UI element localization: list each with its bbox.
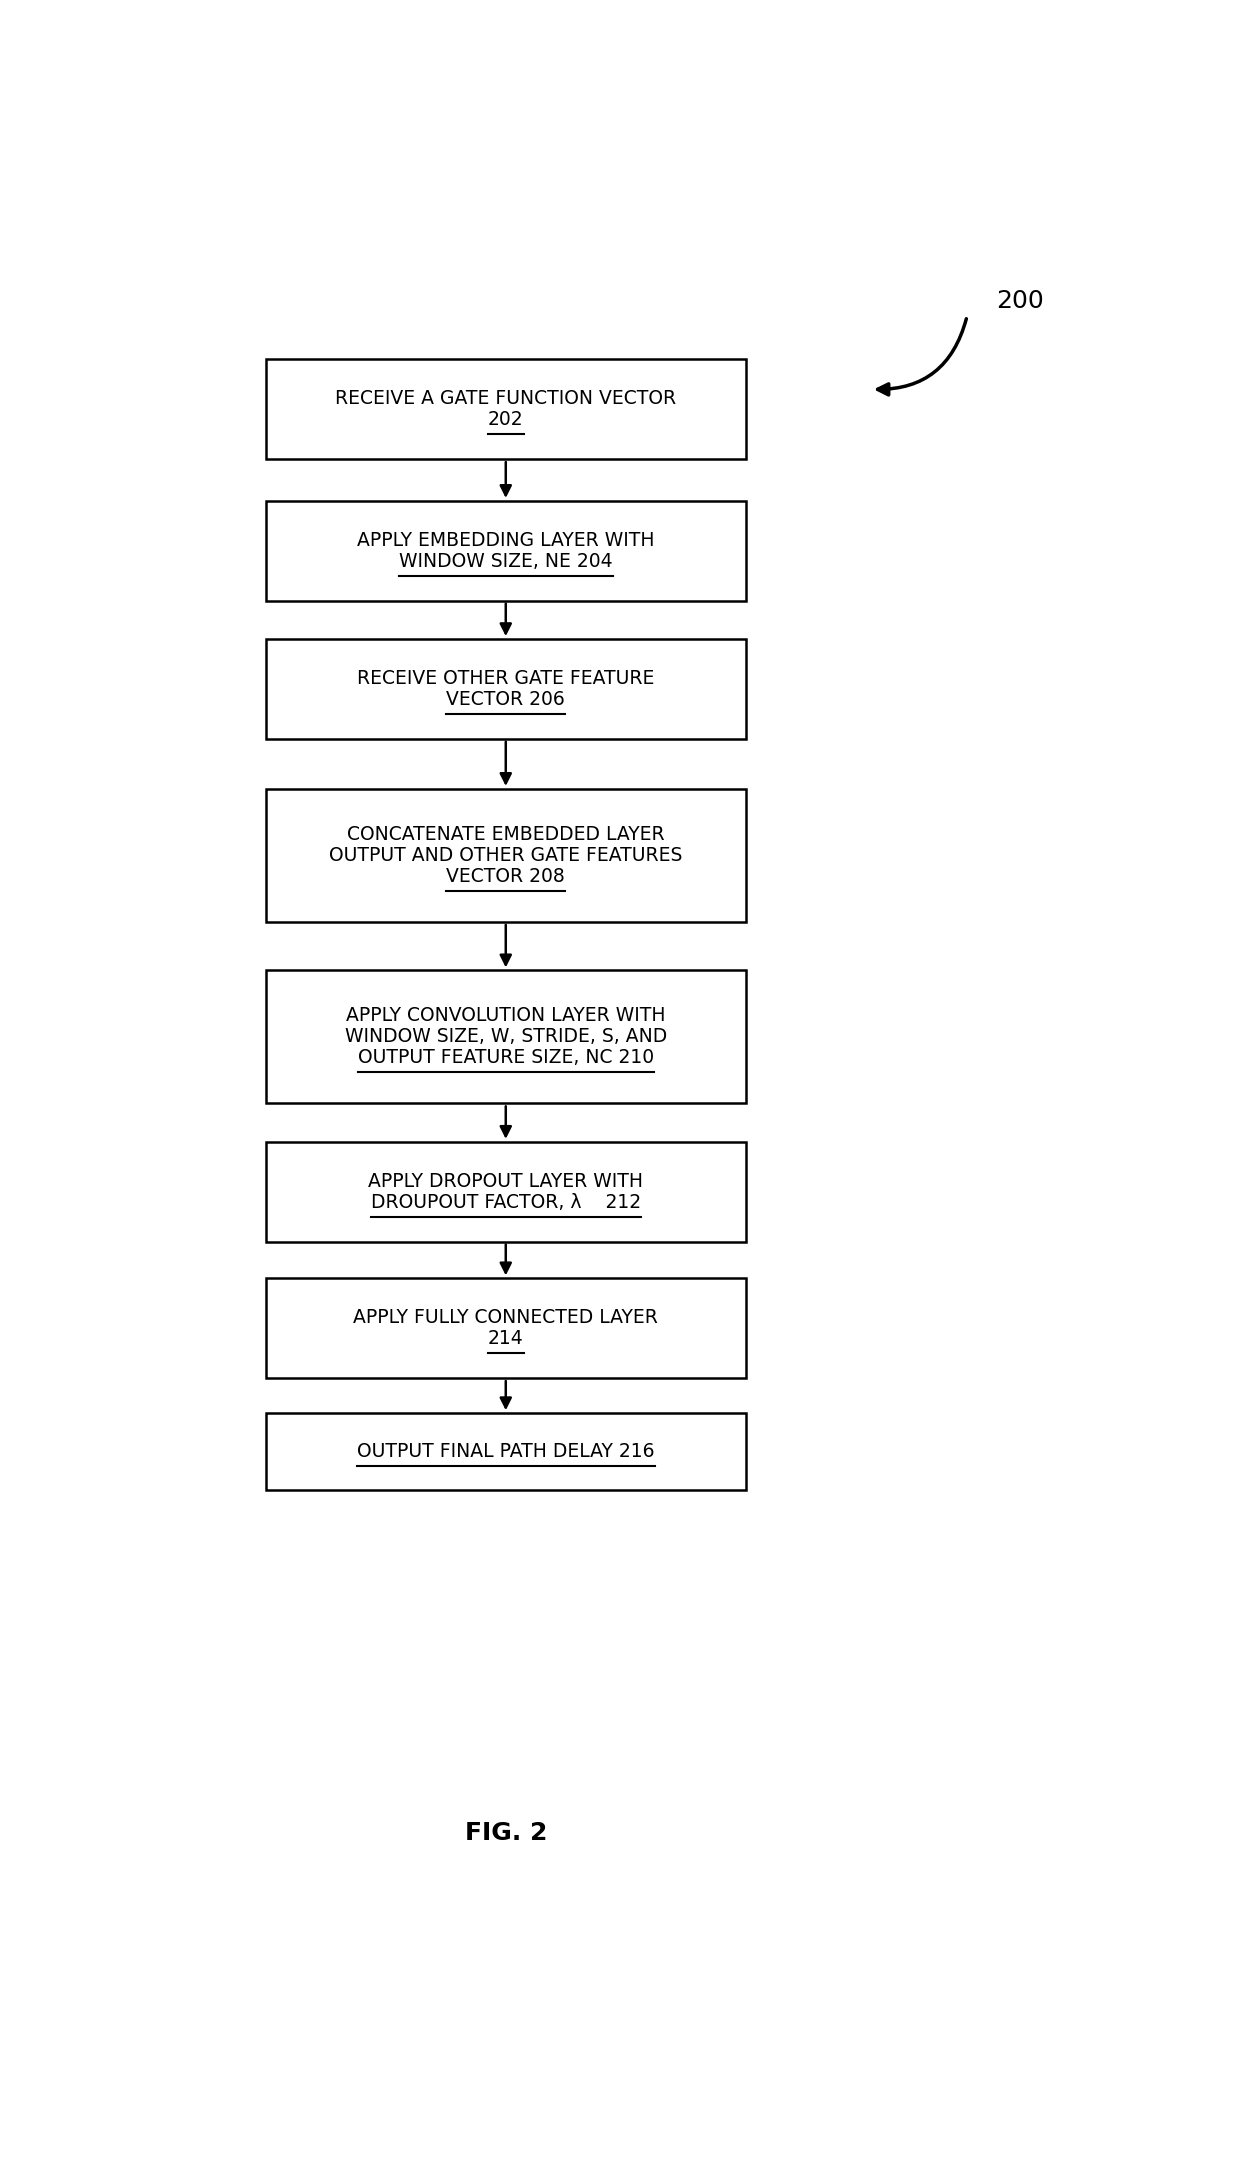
Text: APPLY FULLY CONNECTED LAYER: APPLY FULLY CONNECTED LAYER [353, 1308, 658, 1327]
Text: 202: 202 [489, 411, 523, 430]
Text: VECTOR 208: VECTOR 208 [446, 867, 565, 886]
Text: RECEIVE A GATE FUNCTION VECTOR: RECEIVE A GATE FUNCTION VECTOR [335, 389, 676, 409]
FancyBboxPatch shape [265, 640, 746, 739]
Text: APPLY DROPOUT LAYER WITH: APPLY DROPOUT LAYER WITH [368, 1172, 644, 1191]
Text: WINDOW SIZE, NE 204: WINDOW SIZE, NE 204 [399, 551, 613, 571]
FancyBboxPatch shape [265, 1414, 746, 1490]
Text: FIG. 2: FIG. 2 [465, 1820, 547, 1844]
Text: OUTPUT FEATURE SIZE, NC 210: OUTPUT FEATURE SIZE, NC 210 [357, 1049, 653, 1068]
Text: 214: 214 [487, 1330, 523, 1349]
Text: VECTOR 206: VECTOR 206 [446, 690, 565, 709]
Text: OUTPUT FINAL PATH DELAY 216: OUTPUT FINAL PATH DELAY 216 [357, 1442, 655, 1462]
FancyBboxPatch shape [265, 502, 746, 601]
FancyBboxPatch shape [265, 1142, 746, 1241]
Text: WINDOW SIZE, W, STRIDE, S, AND: WINDOW SIZE, W, STRIDE, S, AND [345, 1027, 667, 1046]
Text: OUTPUT AND OTHER GATE FEATURES: OUTPUT AND OTHER GATE FEATURES [329, 845, 682, 865]
FancyBboxPatch shape [265, 971, 746, 1103]
Text: APPLY CONVOLUTION LAYER WITH: APPLY CONVOLUTION LAYER WITH [346, 1007, 666, 1025]
FancyBboxPatch shape [265, 789, 746, 921]
Text: DROUPOUT FACTOR, λ    212: DROUPOUT FACTOR, λ 212 [371, 1193, 641, 1211]
FancyBboxPatch shape [265, 359, 746, 458]
FancyBboxPatch shape [265, 1278, 746, 1377]
Text: APPLY EMBEDDING LAYER WITH: APPLY EMBEDDING LAYER WITH [357, 532, 655, 549]
Text: RECEIVE OTHER GATE FEATURE: RECEIVE OTHER GATE FEATURE [357, 668, 655, 688]
Text: 200: 200 [996, 290, 1044, 313]
Text: CONCATENATE EMBEDDED LAYER: CONCATENATE EMBEDDED LAYER [347, 826, 665, 843]
